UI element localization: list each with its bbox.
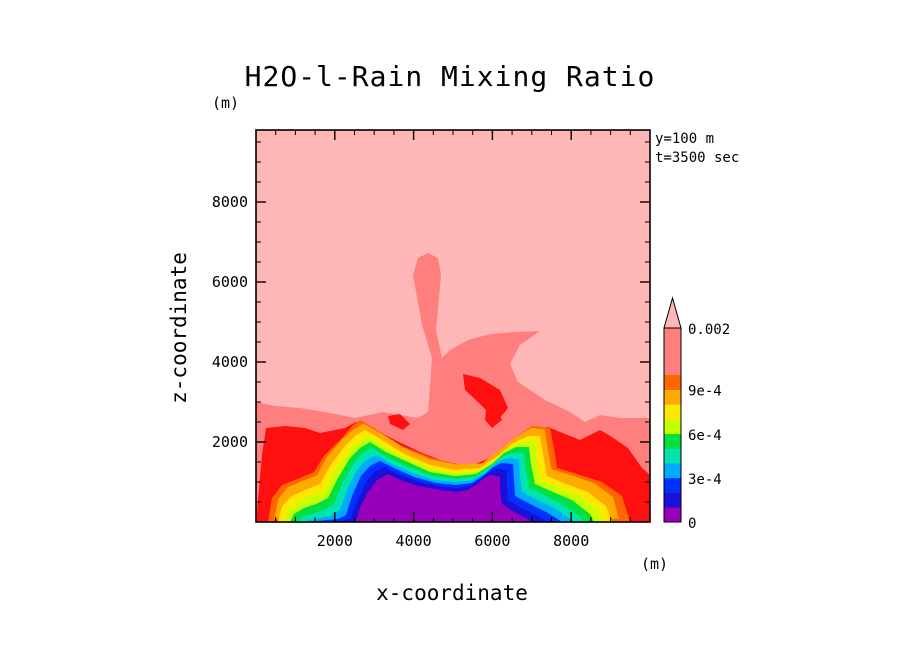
colorbar-segment	[664, 507, 681, 523]
contour-cell-upper	[463, 374, 508, 418]
colorbar-tick-label: 0	[688, 516, 696, 532]
y-unit-label: (m)	[212, 94, 239, 112]
colorbar-tick-label: 6e-4	[688, 428, 722, 444]
colorbar-tick-label: 3e-4	[688, 472, 722, 488]
x-tick-label: 8000	[553, 532, 589, 550]
x-unit-label: (m)	[641, 555, 668, 573]
colorbar-frame	[663, 327, 682, 523]
colorbar-segment	[664, 419, 681, 435]
y-tick-label: 2000	[212, 433, 248, 451]
contour-field	[256, 130, 650, 522]
x-axis-ticks: 2000 4000 6000 8000	[317, 130, 589, 550]
colorbar-tick-label: 0.002	[688, 322, 730, 338]
contour-cell-small	[388, 414, 410, 430]
annotation-y-location: y=100 m	[655, 131, 714, 147]
colorbar-segment	[664, 404, 681, 420]
colorbar-segment	[664, 328, 681, 375]
chart-title: H2O-l-Rain Mixing Ratio	[245, 60, 656, 93]
contour-cell-right	[485, 408, 502, 428]
colorbar-segment	[664, 433, 681, 449]
x-tick-label: 6000	[474, 532, 510, 550]
y-tick-label: 8000	[212, 193, 248, 211]
colorbar-segment	[664, 492, 681, 508]
y-axis-ticks: 2000 4000 6000 8000	[212, 193, 650, 451]
x-tick-label: 4000	[396, 532, 432, 550]
annotation-time: t=3500 sec	[655, 150, 739, 166]
colorbar-segment	[664, 463, 681, 479]
colorbar-tick-label: 9e-4	[688, 384, 722, 400]
contour-level-0	[356, 474, 532, 522]
x-tick-label: 2000	[317, 532, 353, 550]
colorbar-extend-arrow	[663, 296, 682, 329]
y-tick-label: 6000	[212, 273, 248, 291]
colorbar: 0 3e-4 6e-4 9e-4 0.002	[663, 296, 730, 532]
colorbar-segment	[664, 375, 681, 390]
colorbar-segment	[664, 389, 681, 405]
x-axis-label: x-coordinate	[376, 581, 528, 605]
colorbar-segment	[664, 477, 681, 493]
y-tick-label: 4000	[212, 353, 248, 371]
contour-intensity-bands	[268, 420, 630, 522]
colorbar-segment	[664, 448, 681, 464]
y-axis-label: z-coordinate	[167, 252, 191, 404]
